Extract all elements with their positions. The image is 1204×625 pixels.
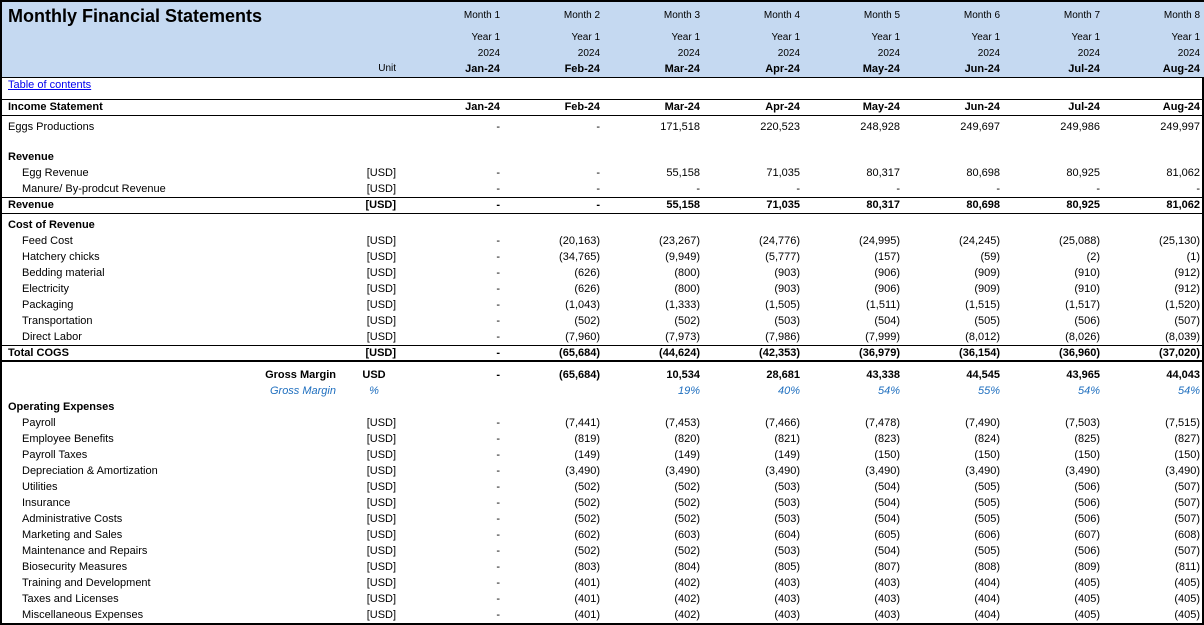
section-cost-of-revenue: Cost of Revenue [2,217,1204,233]
row-payroll: Payroll[USD]-(7,441)(7,453)(7,466)(7,478… [2,415,1204,431]
row-gross-margin: Gross Margin USD -(65,684)10,53428,68143… [2,367,1204,383]
page-title: Monthly Financial Statements [2,2,406,29]
row-marketing: Marketing and Sales[USD]-(602)(603)(604)… [2,527,1204,543]
row-revenue-total: Revenue [USD] --55,15871,03580,31780,698… [2,197,1204,213]
row-direct-labor: Direct Labor[USD]-(7,960)(7,973)(7,986)(… [2,329,1204,345]
toc-link[interactable]: Table of contents [8,79,91,91]
row-biosecurity: Biosecurity Measures[USD]-(803)(804)(805… [2,559,1204,575]
section-income-statement: Income Statement [2,99,406,115]
hdr-month-8: Month 8 [1106,2,1204,29]
row-utilities: Utilities[USD]-(502)(502)(503)(504)(505)… [2,479,1204,495]
row-transportation: Transportation[USD]-(502)(502)(503)(504)… [2,313,1204,329]
row-egg-revenue: Egg Revenue [USD] --55,15871,03580,31780… [2,165,1204,181]
hdr-month-6: Month 6 [906,2,1006,29]
row-payroll-taxes: Payroll Taxes[USD]-(149)(149)(149)(150)(… [2,447,1204,463]
section-opex: Operating Expenses [2,399,1204,415]
row-maintenance: Maintenance and Repairs[USD]-(502)(502)(… [2,543,1204,559]
section-revenue: Revenue [2,149,1204,165]
row-eggs-productions: Eggs Productions - - 171,518 220,523 248… [2,119,1204,135]
hdr-month-7: Month 7 [1006,2,1106,29]
row-benefits: Employee Benefits[USD]-(819)(820)(821)(8… [2,431,1204,447]
financial-sheet: Monthly Financial Statements Month 1 Mon… [0,0,1204,625]
row-hatchery: Hatchery chicks[USD]-(34,765)(9,949)(5,7… [2,249,1204,265]
row-insurance: Insurance[USD]-(502)(502)(503)(504)(505)… [2,495,1204,511]
row-packaging: Packaging[USD]-(1,043)(1,333)(1,505)(1,5… [2,297,1204,313]
row-training: Training and Development[USD]-(401)(402)… [2,575,1204,591]
hdr-month-4: Month 4 [706,2,806,29]
hdr-month-3: Month 3 [606,2,706,29]
row-feed-cost: Feed Cost[USD]-(20,163)(23,267)(24,776)(… [2,233,1204,249]
hdr-year-1: Year 1 [406,29,506,45]
row-electricity: Electricity[USD]-(626)(800)(903)(906)(90… [2,281,1204,297]
hdr-lbl-1: Jan-24 [406,61,506,77]
row-taxes-licenses: Taxes and Licenses[USD]-(401)(402)(403)(… [2,591,1204,607]
row-gross-margin-pct: Gross Margin % 19%40%54%55%54%54% [2,383,1204,399]
row-total-cogs: Total COGS [USD] -(65,684)(44,624)(42,35… [2,345,1204,361]
row-bedding: Bedding material[USD]-(626)(800)(903)(90… [2,265,1204,281]
hdr-month-5: Month 5 [806,2,906,29]
row-depreciation: Depreciation & Amortization[USD]-(3,490)… [2,463,1204,479]
statement-table: Monthly Financial Statements Month 1 Mon… [2,2,1204,623]
row-misc: Miscellaneous Expenses[USD]-(401)(402)(4… [2,607,1204,623]
row-admin: Administrative Costs[USD]-(502)(502)(503… [2,511,1204,527]
unit-header: Unit [342,61,406,77]
hdr-month-1: Month 1 [406,2,506,29]
hdr-month-2: Month 2 [506,2,606,29]
row-manure-revenue: Manure/ By-prodcut Revenue [USD] -------… [2,181,1204,197]
